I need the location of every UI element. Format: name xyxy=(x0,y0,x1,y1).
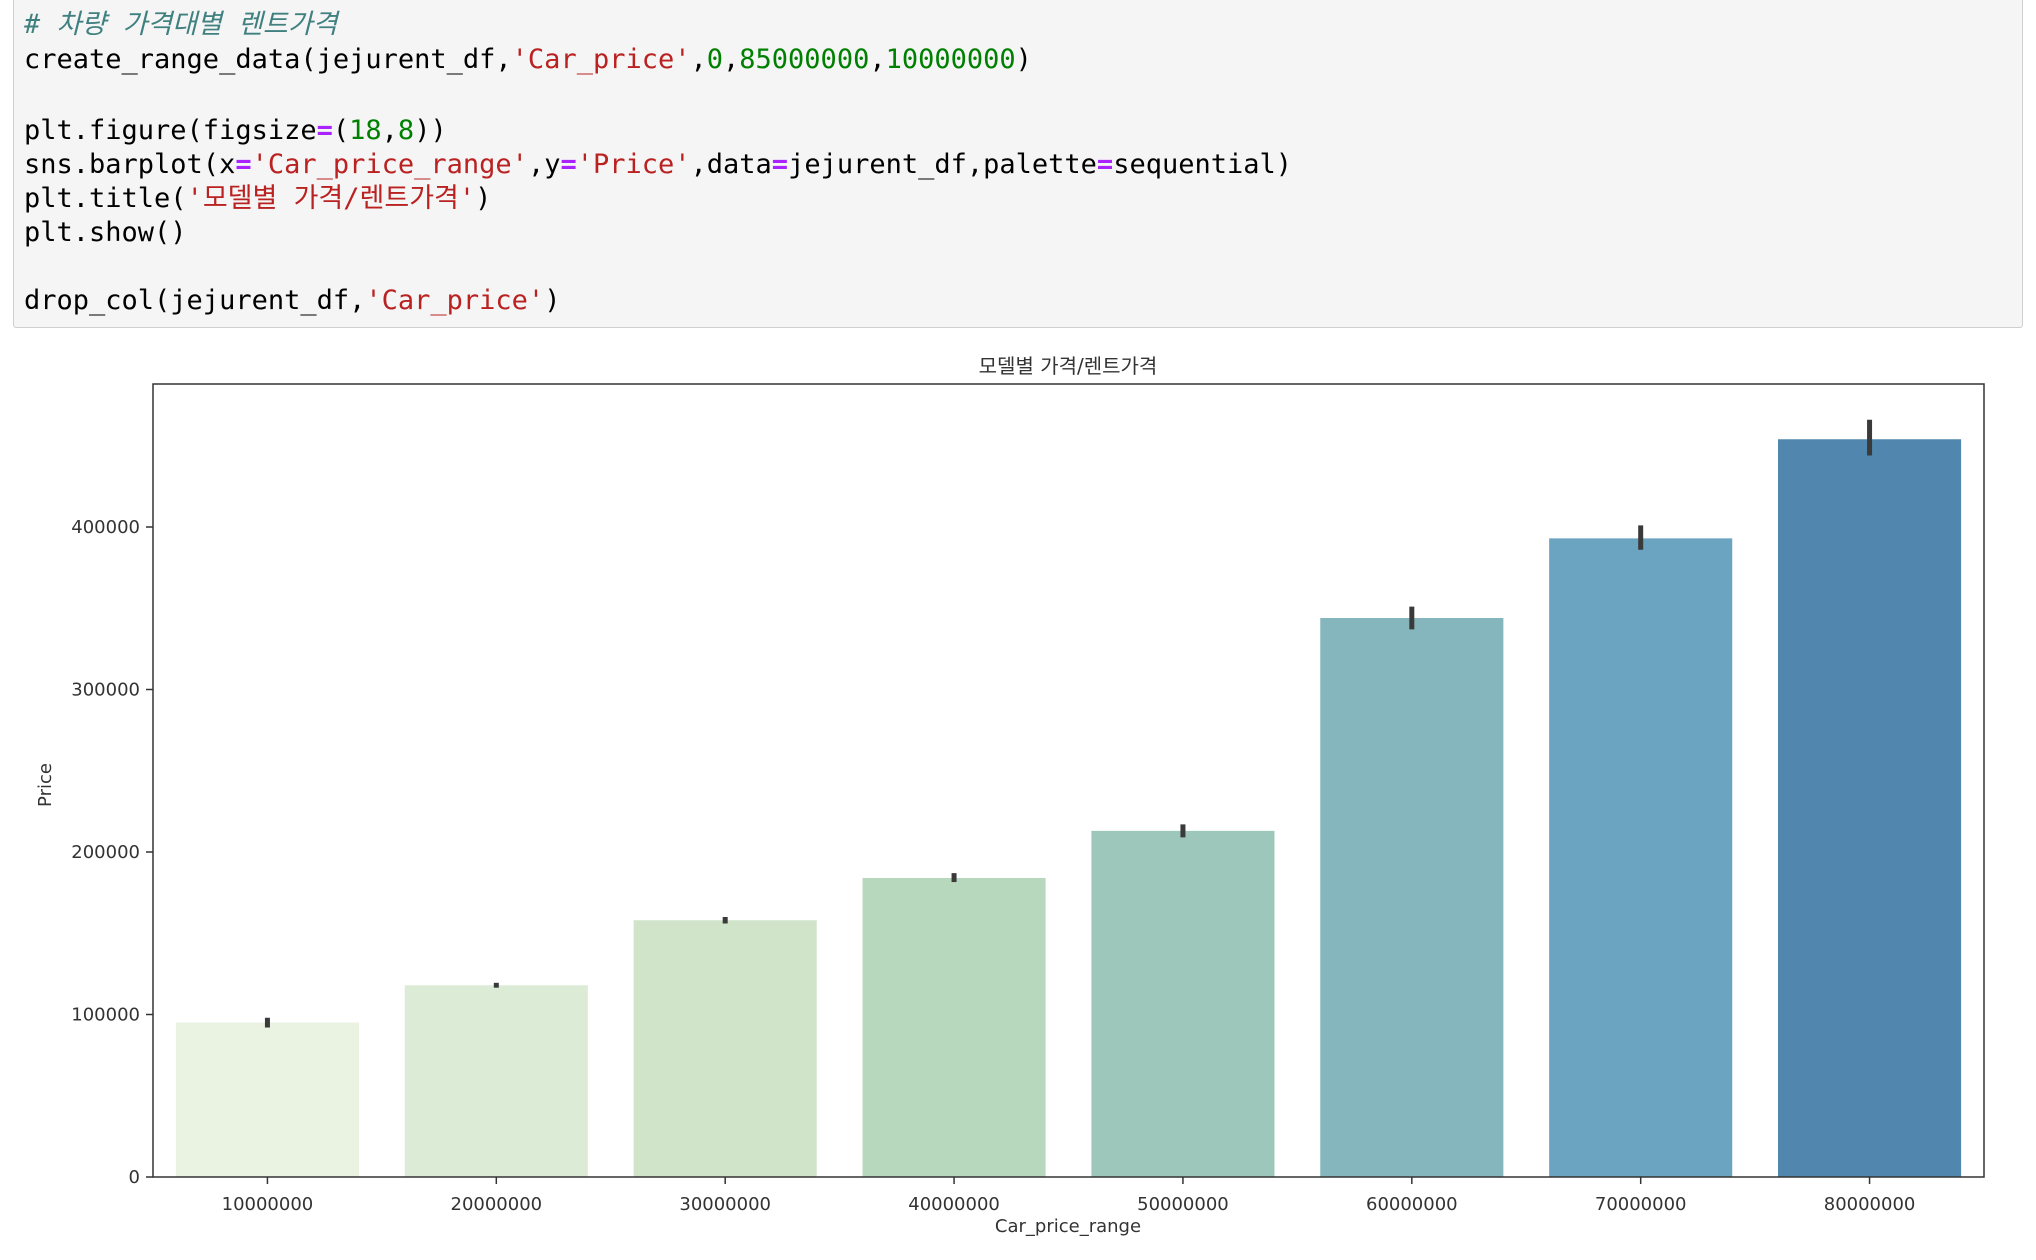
code-token: , xyxy=(869,44,886,75)
bar-chart: 모델별 가격/렌트가격 Price Car_price_range 100000… xyxy=(35,354,1985,1237)
code-token: sequential) xyxy=(1113,149,1292,180)
x-tick-label: 70000000 xyxy=(1595,1194,1687,1215)
code-token: 0 xyxy=(706,44,724,75)
code-token: ) xyxy=(1015,44,1032,75)
plot-frame xyxy=(152,383,1985,1178)
code-token: 'Car_price' xyxy=(511,44,691,75)
code-token: 'Car_price_range' xyxy=(251,149,528,180)
y-tick-label: 0 xyxy=(129,1167,140,1188)
code-token: , xyxy=(723,44,740,75)
code-token: ( xyxy=(332,115,350,146)
code-line: plt.title('모델별 가격/렌트가격') xyxy=(24,182,491,216)
code-token: 'Price' xyxy=(576,149,691,180)
code-token: = xyxy=(1096,149,1114,180)
code-line: drop_col(jejurent_df,'Car_price') xyxy=(24,284,560,318)
code-token: plt.figure(figsize xyxy=(24,115,317,146)
code-token: plt.show() xyxy=(24,217,187,248)
code-cell[interactable]: # 차량 가격대별 렌트가격 create_range_data(jejurent… xyxy=(13,0,2023,328)
x-tick-label: 20000000 xyxy=(451,1194,543,1215)
code-line: plt.show() xyxy=(24,216,187,250)
y-tick-label: 200000 xyxy=(71,842,140,863)
x-axis-label: Car_price_range xyxy=(995,1216,1141,1237)
code-token: 10000000 xyxy=(885,44,1016,75)
y-tick-label: 100000 xyxy=(71,1005,140,1026)
x-tick-label: 10000000 xyxy=(222,1194,314,1215)
x-tick-label: 60000000 xyxy=(1366,1194,1458,1215)
code-token: = xyxy=(771,149,789,180)
code-token: plt.title( xyxy=(24,183,187,214)
bar xyxy=(175,1022,359,1177)
code-token: 8 xyxy=(397,115,415,146)
code-token: ) xyxy=(475,183,492,214)
code-token: ,y xyxy=(527,149,561,180)
bar xyxy=(633,920,817,1177)
x-tick-label: 30000000 xyxy=(679,1194,771,1215)
bar xyxy=(1549,538,1733,1177)
code-line: # 차량 가격대별 렌트가격 xyxy=(24,8,337,42)
y-tick-label: 400000 xyxy=(71,517,140,538)
code-token: ,data xyxy=(690,149,772,180)
code-line: plt.figure(figsize=(18,8)) xyxy=(24,114,447,148)
bar xyxy=(862,878,1046,1177)
code-token: create_range_data(jejurent_df, xyxy=(24,44,512,75)
code-token: sns.barplot(x xyxy=(24,149,236,180)
code-token: 85000000 xyxy=(739,44,870,75)
bar xyxy=(1091,830,1275,1177)
code-token: = xyxy=(560,149,577,180)
code-token: # 차량 가격대별 렌트가격 xyxy=(24,9,338,40)
code-token: ) xyxy=(544,285,561,316)
bar xyxy=(404,985,588,1177)
code-token: = xyxy=(235,149,252,180)
x-tick-label: 40000000 xyxy=(908,1194,1000,1215)
bar xyxy=(1320,618,1504,1177)
bar xyxy=(1778,439,1962,1177)
code-token: drop_col(jejurent_df, xyxy=(24,285,366,316)
chart-title: 모델별 가격/렌트가격 xyxy=(979,354,1158,378)
code-token: 'Car_price' xyxy=(365,285,545,316)
code-token: = xyxy=(316,115,333,146)
y-tick-label: 300000 xyxy=(71,680,140,701)
code-line: sns.barplot(x='Car_price_range',y='Price… xyxy=(24,148,1292,182)
x-tick-label: 80000000 xyxy=(1824,1194,1916,1215)
x-tick-label: 50000000 xyxy=(1137,1194,1229,1215)
code-line: create_range_data(jejurent_df,'Car_price… xyxy=(24,43,1032,77)
chart-output: 모델별 가격/렌트가격 Price Car_price_range 100000… xyxy=(0,330,2036,1256)
code-token: '모델별 가격/렌트가격' xyxy=(186,183,476,214)
code-token: , xyxy=(690,44,707,75)
y-axis-label: Price xyxy=(35,763,56,807)
code-token: jejurent_df,palette xyxy=(788,149,1097,180)
code-token: )) xyxy=(414,115,447,146)
code-token: , xyxy=(381,115,398,146)
code-token: 18 xyxy=(349,115,382,146)
